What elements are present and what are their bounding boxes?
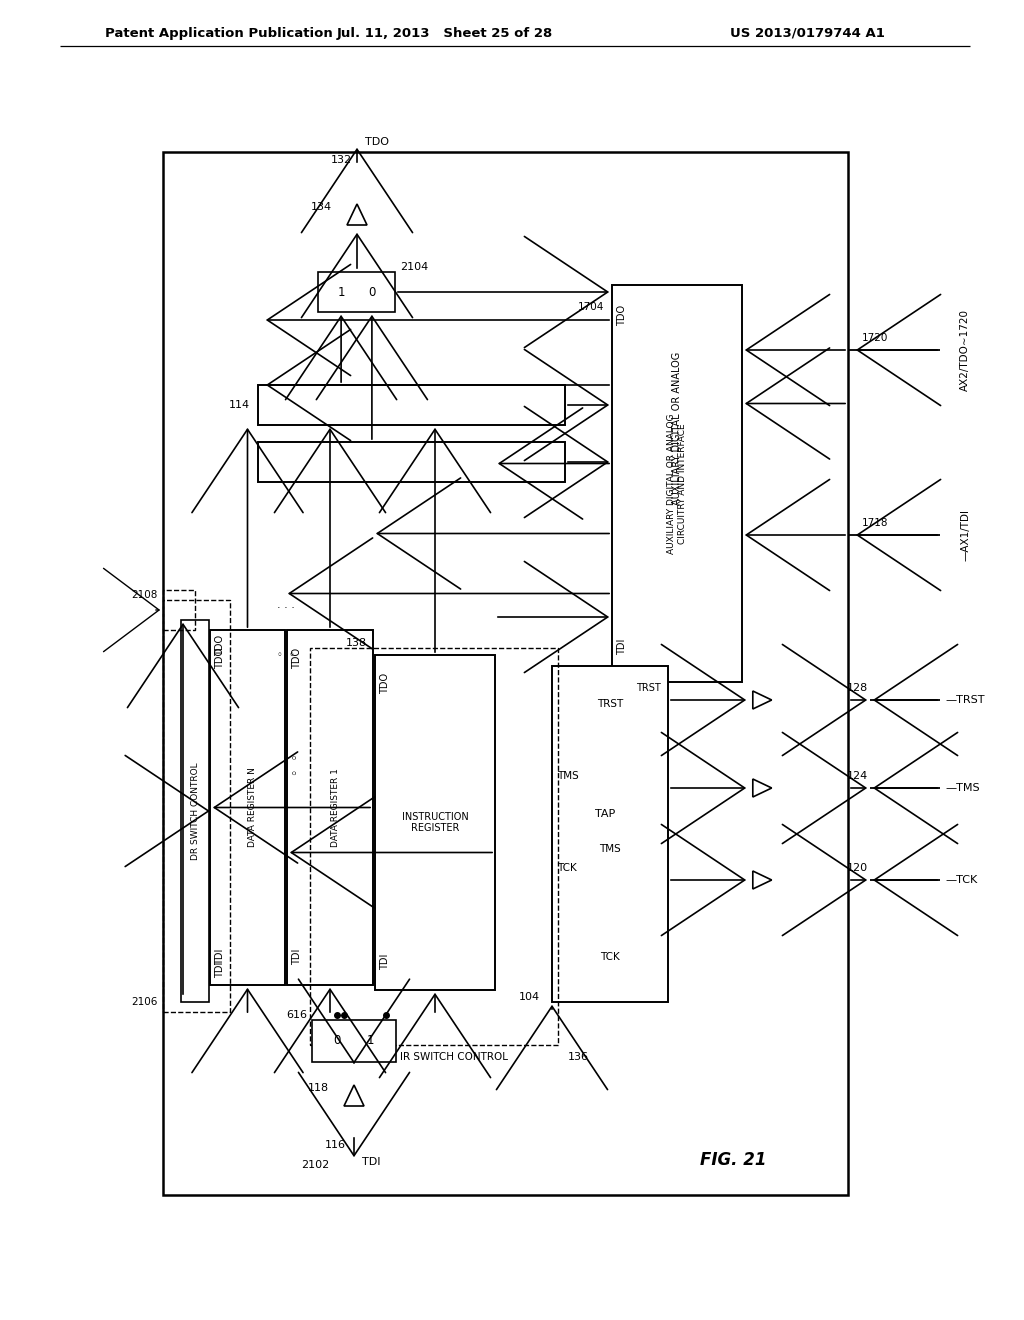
Text: TDI: TDI [617, 639, 627, 655]
Text: 616: 616 [286, 1010, 307, 1020]
Polygon shape [753, 690, 772, 709]
Text: US 2013/0179744 A1: US 2013/0179744 A1 [730, 26, 885, 40]
Text: 118: 118 [308, 1082, 329, 1093]
Text: AUXILIARY DIGITAL OR ANALOG
CIRCUITRY AND INTERFACE: AUXILIARY DIGITAL OR ANALOG CIRCUITRY AN… [668, 413, 687, 554]
Text: TCK: TCK [600, 952, 620, 962]
Text: TDI: TDI [362, 1158, 381, 1167]
Text: TDO: TDO [215, 635, 225, 656]
Text: —AX1/TDI: —AX1/TDI [961, 510, 970, 561]
Text: 132: 132 [331, 154, 352, 165]
Text: 134: 134 [311, 202, 332, 213]
FancyBboxPatch shape [312, 1020, 396, 1063]
FancyBboxPatch shape [318, 272, 395, 312]
Text: —TMS: —TMS [945, 783, 980, 793]
Text: . . .: . . . [278, 601, 295, 610]
Text: DR SWITCH CONTROL: DR SWITCH CONTROL [190, 762, 200, 859]
Text: AUXILIARY DIGITAL OR ANALOG: AUXILIARY DIGITAL OR ANALOG [672, 352, 682, 506]
Text: TDI: TDI [215, 962, 225, 978]
Text: 0: 0 [334, 1035, 341, 1048]
FancyBboxPatch shape [210, 630, 285, 985]
Text: IR SWITCH CONTROL: IR SWITCH CONTROL [400, 1052, 508, 1063]
Text: 2104: 2104 [400, 261, 428, 272]
Text: TCK: TCK [557, 863, 577, 873]
Text: —TRST: —TRST [945, 696, 984, 705]
Text: 104: 104 [519, 993, 540, 1002]
Text: INSTRUCTION
REGISTER: INSTRUCTION REGISTER [401, 812, 468, 833]
Text: DATA REGISTER N: DATA REGISTER N [248, 767, 257, 847]
Text: TDO: TDO [380, 672, 390, 693]
Text: 1718: 1718 [862, 517, 889, 528]
Text: 128: 128 [847, 682, 868, 693]
Text: FIG. 21: FIG. 21 [700, 1151, 767, 1170]
Text: 136: 136 [568, 1052, 589, 1063]
FancyBboxPatch shape [612, 285, 742, 682]
FancyBboxPatch shape [375, 655, 495, 990]
FancyBboxPatch shape [258, 385, 565, 425]
Text: DATA REGISTER 1: DATA REGISTER 1 [331, 768, 340, 847]
Text: TRST: TRST [636, 682, 660, 693]
Text: Jul. 11, 2013   Sheet 25 of 28: Jul. 11, 2013 Sheet 25 of 28 [337, 26, 553, 40]
Text: 2102: 2102 [301, 1160, 329, 1170]
Text: 138: 138 [346, 638, 367, 648]
Text: TRST: TRST [597, 700, 624, 709]
Text: TDI: TDI [292, 949, 302, 965]
Text: TMS: TMS [599, 843, 621, 854]
Polygon shape [753, 871, 772, 888]
Text: 120: 120 [847, 863, 868, 873]
FancyBboxPatch shape [258, 442, 565, 482]
Text: TMS: TMS [557, 771, 579, 781]
Text: AX2/TDO∼1720: AX2/TDO∼1720 [961, 309, 970, 391]
Text: 2108: 2108 [132, 590, 158, 601]
Text: TDI: TDI [215, 949, 225, 965]
Text: TDO: TDO [365, 137, 389, 147]
FancyBboxPatch shape [287, 630, 373, 985]
Text: 1: 1 [367, 1035, 375, 1048]
Text: 116: 116 [325, 1140, 346, 1150]
Text: TDO: TDO [215, 647, 225, 668]
FancyBboxPatch shape [552, 667, 668, 1002]
Text: ◦  ◦: ◦ ◦ [290, 754, 302, 776]
Text: 114: 114 [229, 400, 250, 411]
Text: 0: 0 [369, 285, 376, 298]
Text: 2106: 2106 [132, 997, 158, 1007]
Text: 124: 124 [847, 771, 868, 781]
Polygon shape [347, 205, 367, 224]
Text: 1: 1 [337, 285, 345, 298]
FancyBboxPatch shape [181, 620, 209, 1002]
Text: 1704: 1704 [578, 302, 604, 312]
Text: Patent Application Publication: Patent Application Publication [105, 26, 333, 40]
Text: —TCK: —TCK [945, 875, 977, 884]
Text: TAP: TAP [595, 809, 615, 818]
Text: 1720: 1720 [862, 333, 889, 343]
Polygon shape [344, 1085, 364, 1106]
Text: TDO: TDO [617, 305, 627, 326]
Text: TDO: TDO [292, 647, 302, 668]
FancyBboxPatch shape [163, 152, 848, 1195]
Text: TDI: TDI [380, 954, 390, 970]
Text: ◦  ◦: ◦ ◦ [278, 649, 295, 660]
Polygon shape [753, 779, 772, 797]
